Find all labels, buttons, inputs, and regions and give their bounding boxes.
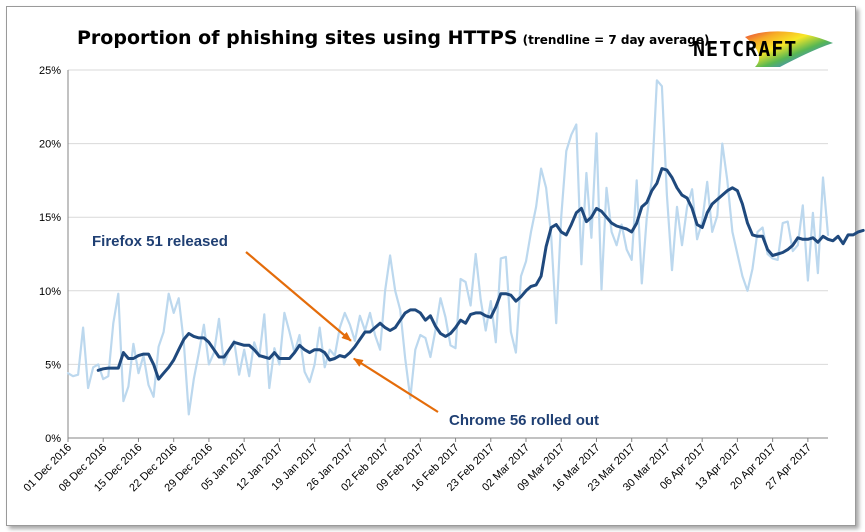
- trend-series-line: [96, 167, 865, 381]
- netcraft-logo: NETCRAFT: [693, 31, 833, 67]
- logo-text: NETCRAFT: [693, 37, 797, 61]
- y-tick-label: 0%: [45, 433, 61, 445]
- y-tick-label: 20%: [39, 139, 61, 151]
- y-tick-label: 5%: [45, 359, 61, 371]
- arrow-firefox: [245, 251, 352, 342]
- annotation-chrome: Chrome 56 rolled out: [449, 412, 599, 429]
- chart-title: Proportion of phishing sites using HTTPS…: [77, 27, 709, 49]
- y-tick-label: 10%: [39, 286, 61, 298]
- annotations: Firefox 51 released Chrome 56 rolled out: [92, 233, 599, 429]
- chart-frame: Proportion of phishing sites using HTTPS…: [6, 6, 856, 526]
- y-tick-label: 15%: [39, 212, 61, 224]
- series-lines: [66, 79, 865, 416]
- title-sub: (trendline = 7 day average): [522, 33, 710, 47]
- daily-series-line: [66, 79, 830, 416]
- title-main: Proportion of phishing sites using HTTPS: [77, 27, 518, 49]
- logo-rainbow-swoosh: [745, 31, 833, 67]
- arrow-chrome: [353, 357, 439, 413]
- axes: [67, 70, 828, 442]
- annotation-firefox: Firefox 51 released: [92, 233, 228, 250]
- y-tick-label: 25%: [39, 65, 61, 77]
- grid-lines: [68, 69, 828, 365]
- y-tick-labels: 0% 5% 10% 15% 20% 25%: [39, 65, 61, 445]
